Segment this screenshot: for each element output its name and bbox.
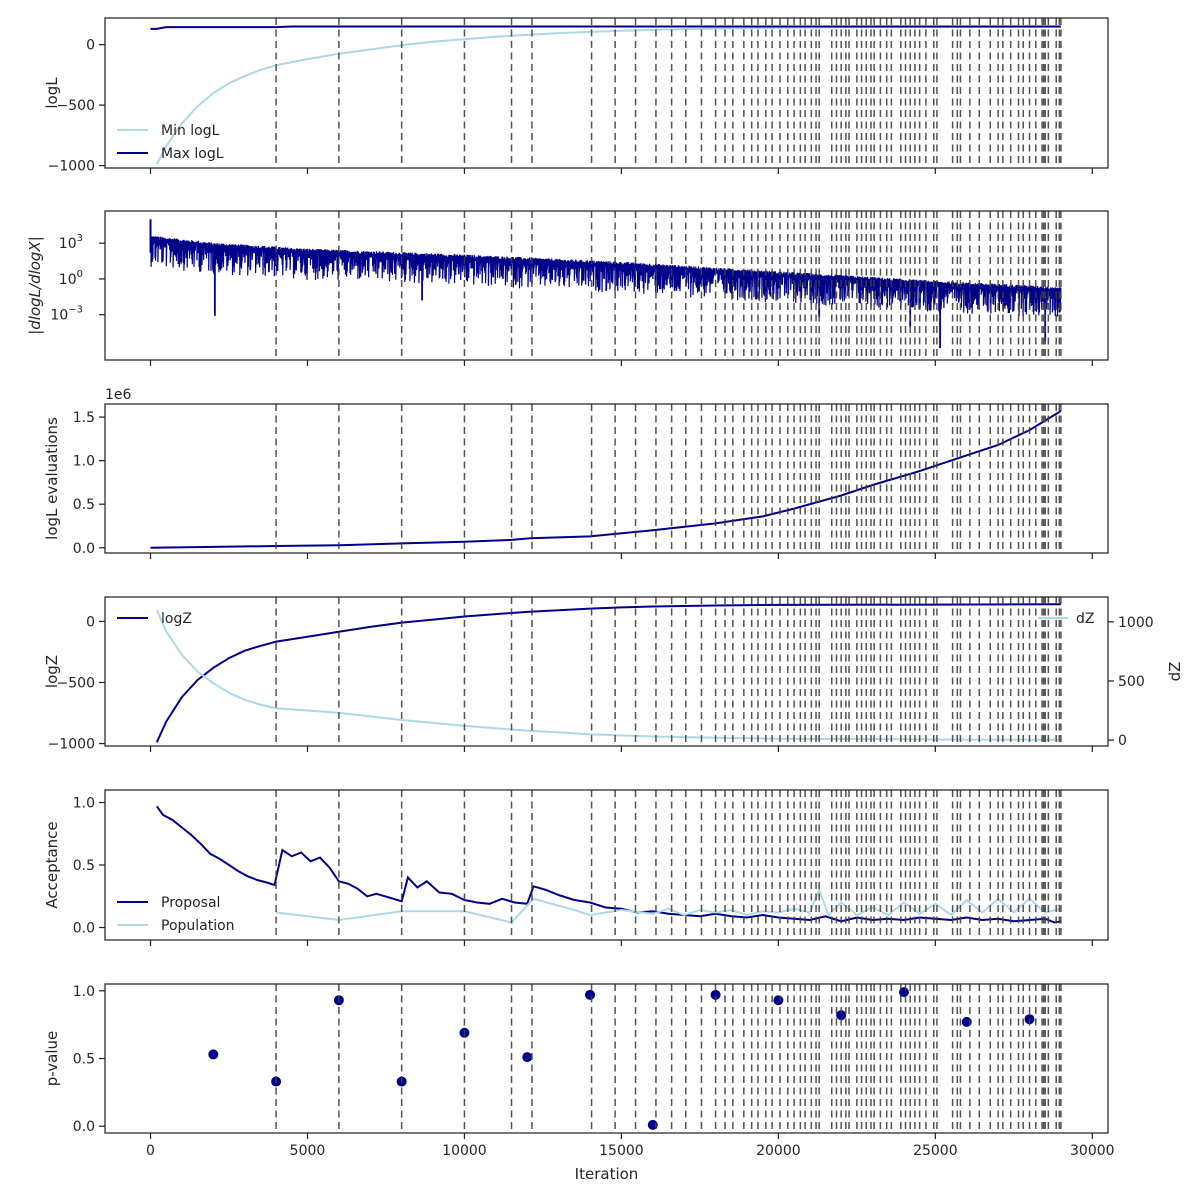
y-tick-label: 1.0 — [73, 454, 95, 470]
pvalue-point — [585, 989, 596, 1000]
y-tick-label: −500 — [57, 98, 95, 114]
panel-frame — [104, 17, 1109, 169]
y-tick-exponent: −3 — [68, 305, 83, 316]
min-logl-line — [155, 25, 1061, 165]
legend-label: Max logL — [161, 146, 224, 162]
plot-area — [149, 211, 1062, 360]
y-tick-label: 103 — [59, 233, 83, 252]
y-tick-base: 10 — [59, 272, 77, 288]
y-axis-label: |dlogL/dlogX| — [26, 236, 44, 335]
panel-5: 0.0 0.5 1.0 Acceptance Proposal Population — [43, 789, 1109, 946]
x-axis-label: Iteration — [575, 1165, 639, 1183]
y-tick-label: −1000 — [48, 159, 95, 175]
dz-line — [155, 609, 1061, 741]
legend-label: Population — [161, 918, 235, 934]
y-tick-label: −1000 — [48, 737, 95, 753]
legend-label: Proposal — [161, 895, 220, 911]
derivative-trace — [149, 236, 1062, 317]
y-tick-exponent: 0 — [77, 269, 83, 280]
y-right-tick-label: 500 — [1118, 674, 1145, 690]
y-tick-label: 1.5 — [73, 410, 95, 426]
y-axis-label: p-value — [43, 1031, 61, 1087]
pvalue-point — [836, 1010, 847, 1021]
pvalue-point — [773, 995, 784, 1006]
legend-label: Min logL — [161, 123, 220, 139]
y-tick-label: 0.0 — [73, 921, 95, 937]
panel-3: 0.0 0.5 1.0 1.5 logL evaluations 1e6 — [43, 387, 1109, 559]
panel-frame — [104, 210, 1109, 361]
y-axis-label: logZ — [43, 655, 61, 688]
x-tick-label: 20000 — [756, 1143, 801, 1159]
plot-area — [155, 597, 1062, 746]
plot-area — [208, 984, 1062, 1133]
x-tick-label: 10000 — [442, 1143, 487, 1159]
y-tick-label: 10−3 — [50, 305, 83, 324]
panel-frame — [104, 596, 1109, 747]
plot-area — [150, 18, 1062, 168]
pvalue-point — [522, 1052, 533, 1063]
y-tick-exponent: 3 — [77, 233, 83, 244]
plot-area — [155, 790, 1062, 940]
y-tick-label: 100 — [59, 269, 83, 288]
legend-label: logZ — [161, 611, 192, 627]
legend-label: dZ — [1076, 611, 1094, 627]
panel-frame — [104, 403, 1109, 554]
x-tick-label: 5000 — [290, 1143, 326, 1159]
x-tick-label: 15000 — [599, 1143, 644, 1159]
panel-4: 0 −500 −1000 1000 500 0 dZ logZ logZ dZ — [43, 596, 1184, 753]
y-tick-label: 0.5 — [73, 1052, 95, 1068]
y-right-tick-label: 1000 — [1118, 615, 1154, 631]
y-tick-label: 0 — [86, 614, 95, 630]
y-tick-label: 0 — [86, 38, 95, 54]
y-right-tick-label: 0 — [1118, 733, 1127, 749]
y-axis-label: logL evaluations — [43, 417, 61, 540]
series-line — [150, 410, 1062, 549]
pvalue-point — [710, 989, 721, 1000]
y-tick-label: 1.0 — [73, 796, 95, 812]
y-tick-label: 0.0 — [73, 1119, 95, 1135]
x-tick-label: 0 — [146, 1143, 155, 1159]
plot-area — [150, 404, 1062, 553]
population-line — [275, 887, 1062, 924]
y-tick-base: 10 — [50, 308, 68, 324]
x-tick-label: 25000 — [913, 1143, 958, 1159]
y-tick-label: 1.0 — [73, 984, 95, 1000]
y-tick-label: 0.0 — [73, 541, 95, 557]
pvalue-point — [208, 1049, 219, 1060]
y-axis-label: logL — [43, 77, 61, 109]
proposal-line — [155, 805, 1062, 924]
max-logl-line — [150, 25, 1061, 30]
y-tick-label: 0.5 — [73, 497, 95, 513]
panel-6: 0.0 0.5 1.0 p-value 0 5000 10000 15000 20000 2500… — [43, 983, 1115, 1183]
y-tick-base: 10 — [59, 236, 77, 252]
y-tick-label: 0.5 — [73, 858, 95, 874]
y-tick-label: −500 — [57, 675, 95, 691]
x-tick-label: 30000 — [1070, 1143, 1115, 1159]
y-axis-label: Acceptance — [43, 821, 61, 908]
y-right-axis-label: dZ — [1166, 662, 1184, 682]
panel-1: 0 −500 −1000 logL Min logL Max logL — [43, 17, 1109, 175]
offset-text: 1e6 — [105, 387, 132, 403]
